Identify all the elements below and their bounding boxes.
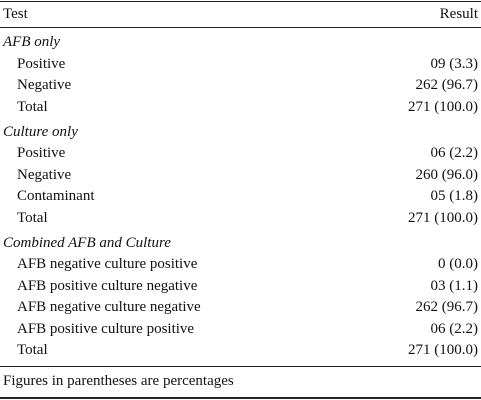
- row-value: 260 (96.0): [415, 166, 479, 183]
- row-value: 0 (0.0): [438, 256, 478, 272]
- row-label: Negative: [17, 77, 72, 93]
- row-label: AFB positive culture positive: [17, 320, 195, 337]
- row-value: 09 (3.3): [430, 55, 479, 72]
- row-label: AFB negative culture negative: [17, 299, 201, 315]
- row-value: 06 (2.2): [430, 145, 479, 161]
- row-value: 262 (96.7): [415, 299, 479, 315]
- row-label: Total: [17, 209, 48, 226]
- section-title: Combined AFB and Culture: [3, 234, 171, 251]
- section-title: AFB only: [3, 34, 61, 50]
- footnote: Figures in parentheses are percentages: [3, 373, 234, 389]
- row-label: AFB positive culture negative: [17, 277, 198, 294]
- row-value: 03 (1.1): [430, 277, 479, 294]
- row-value: 05 (1.8): [430, 188, 479, 204]
- section-title: Culture only: [3, 123, 78, 140]
- row-label: Total: [17, 98, 48, 115]
- row-label: Total: [17, 342, 48, 358]
- table-bottom-rule: [0, 366, 481, 367]
- column-header: Test: [3, 6, 28, 22]
- row-label: Positive: [17, 55, 66, 72]
- row-label: AFB negative culture positive: [17, 256, 198, 272]
- bottom-rule: [0, 397, 481, 399]
- top-rule: [0, 1, 481, 2]
- row-label: Negative: [17, 166, 72, 183]
- header-rule: [0, 27, 481, 28]
- row-value: 271 (100.0): [408, 98, 478, 115]
- row-label: Positive: [17, 145, 66, 161]
- row-value: 262 (96.7): [415, 77, 479, 93]
- column-header: Result: [439, 6, 478, 22]
- row-value: 06 (2.2): [430, 320, 479, 337]
- row-value: 271 (100.0): [408, 342, 478, 358]
- row-value: 271 (100.0): [408, 209, 478, 226]
- row-label: Contaminant: [17, 188, 95, 204]
